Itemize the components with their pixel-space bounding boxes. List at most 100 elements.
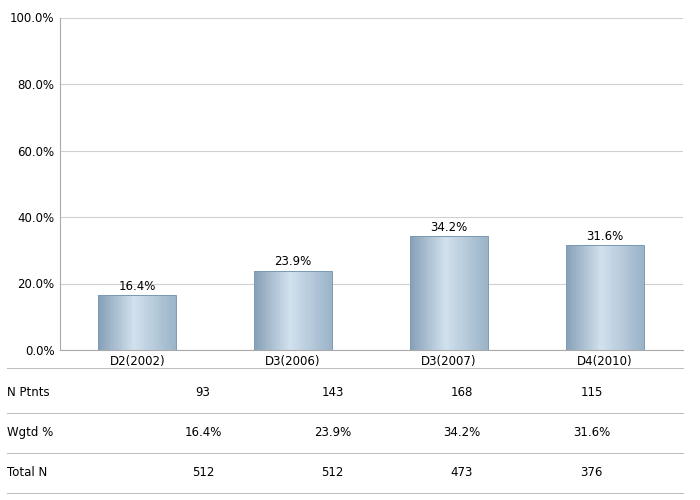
Text: 23.9%: 23.9%	[314, 426, 351, 439]
Bar	[628, 245, 629, 350]
Bar	[637, 245, 638, 350]
Bar	[420, 236, 422, 350]
Bar	[643, 245, 644, 350]
Bar	[163, 296, 164, 350]
Text: 23.9%: 23.9%	[274, 255, 312, 268]
Bar	[462, 236, 463, 350]
Bar	[135, 296, 136, 350]
Bar	[330, 270, 331, 350]
Bar	[323, 270, 324, 350]
Bar	[619, 245, 620, 350]
Bar	[436, 236, 438, 350]
Bar	[271, 270, 272, 350]
Bar	[295, 270, 296, 350]
Bar	[272, 270, 274, 350]
Text: 115: 115	[580, 386, 603, 399]
Bar	[125, 296, 126, 350]
Bar	[573, 245, 575, 350]
Bar	[458, 236, 459, 350]
Bar	[470, 236, 471, 350]
Text: 512: 512	[321, 466, 344, 479]
Bar	[580, 245, 582, 350]
Bar	[104, 296, 105, 350]
Bar	[427, 236, 428, 350]
Bar	[410, 236, 412, 350]
Bar	[157, 296, 158, 350]
Bar	[611, 245, 612, 350]
Text: Wgtd %: Wgtd %	[7, 426, 53, 439]
Bar	[144, 296, 146, 350]
Bar	[318, 270, 319, 350]
Bar	[309, 270, 310, 350]
Bar	[578, 245, 579, 350]
Bar	[99, 296, 100, 350]
Bar	[170, 296, 172, 350]
Bar	[612, 245, 614, 350]
Bar	[331, 270, 332, 350]
Bar	[155, 296, 157, 350]
Bar	[453, 236, 454, 350]
Bar	[137, 296, 139, 350]
Bar	[623, 245, 624, 350]
Bar	[324, 270, 326, 350]
Bar	[281, 270, 283, 350]
Bar	[141, 296, 143, 350]
Bar	[412, 236, 414, 350]
Bar	[636, 245, 637, 350]
Bar	[286, 270, 288, 350]
Bar	[626, 245, 628, 350]
Bar	[433, 236, 435, 350]
Text: 473: 473	[451, 466, 473, 479]
Bar	[424, 236, 426, 350]
Text: 93: 93	[195, 386, 211, 399]
Bar	[426, 236, 427, 350]
Bar	[174, 296, 175, 350]
Bar	[482, 236, 484, 350]
Text: 168: 168	[451, 386, 473, 399]
Bar	[467, 236, 468, 350]
Bar	[257, 270, 258, 350]
Bar	[130, 296, 131, 350]
Bar	[277, 270, 279, 350]
Bar	[113, 296, 114, 350]
Bar	[274, 270, 275, 350]
Bar	[601, 245, 602, 350]
Bar	[475, 236, 476, 350]
Bar	[606, 245, 608, 350]
Bar	[293, 270, 295, 350]
Bar	[167, 296, 169, 350]
Bar	[485, 236, 486, 350]
Bar	[416, 236, 418, 350]
Bar	[254, 270, 256, 350]
Bar	[419, 236, 421, 350]
Bar	[276, 270, 278, 350]
Bar	[289, 270, 290, 350]
Bar	[310, 270, 312, 350]
Bar	[319, 270, 321, 350]
Bar	[119, 296, 120, 350]
Bar	[111, 296, 113, 350]
Bar	[616, 245, 618, 350]
Bar	[447, 236, 449, 350]
Bar	[321, 270, 322, 350]
Bar	[605, 245, 606, 350]
Bar	[608, 245, 610, 350]
Bar	[258, 270, 260, 350]
Bar	[456, 236, 457, 350]
Bar	[328, 270, 330, 350]
Bar	[607, 245, 609, 350]
Bar	[316, 270, 318, 350]
Bar	[136, 296, 137, 350]
Bar	[432, 236, 433, 350]
Bar	[127, 296, 128, 350]
Bar	[597, 245, 598, 350]
Text: 34.2%: 34.2%	[430, 221, 468, 234]
Bar	[576, 245, 578, 350]
Bar	[599, 245, 601, 350]
Text: 16.4%: 16.4%	[184, 426, 222, 439]
Bar	[149, 296, 150, 350]
Bar	[454, 236, 456, 350]
Bar	[585, 245, 587, 350]
Bar	[438, 236, 440, 350]
Bar	[629, 245, 631, 350]
